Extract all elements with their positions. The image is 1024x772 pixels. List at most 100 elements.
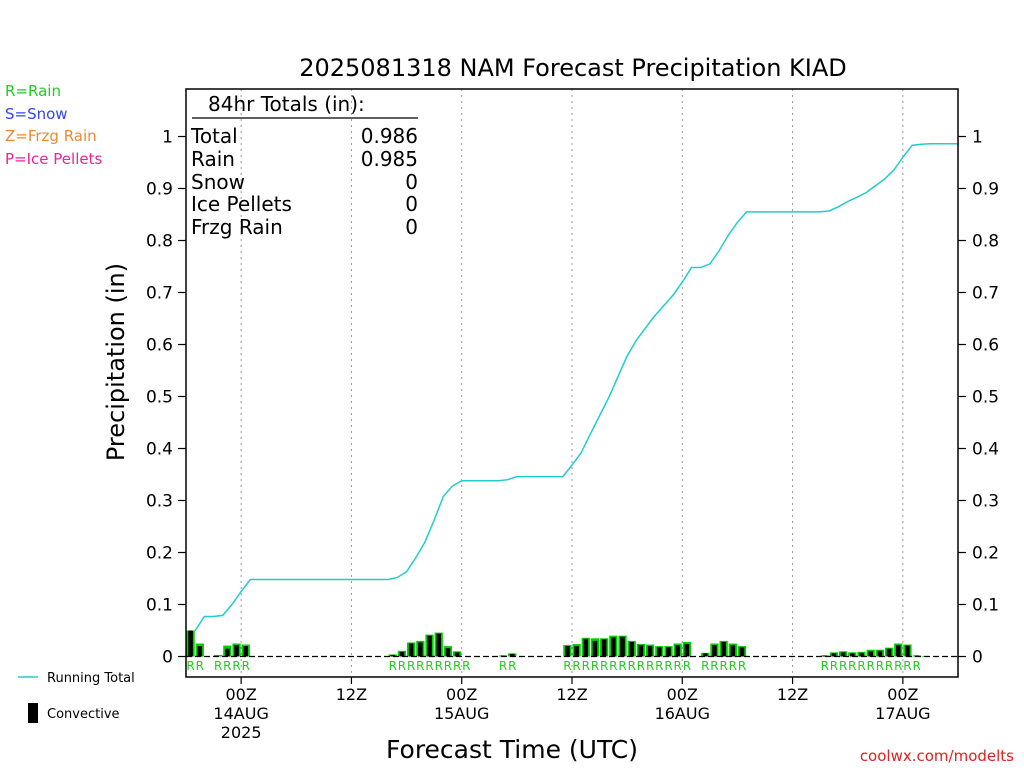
running-total-point <box>451 485 454 487</box>
totals-header: 84hr Totals (in): <box>208 92 365 116</box>
running-total-point <box>470 480 472 482</box>
running-total-point <box>736 221 739 223</box>
running-total-point <box>773 211 775 213</box>
running-total-point <box>405 571 408 573</box>
totals-label-frzg-rain: Frzg Rain <box>191 215 283 239</box>
ptype-letter: R <box>821 659 829 673</box>
convective-bar <box>574 646 579 657</box>
running-total-point <box>847 200 849 203</box>
running-total-point <box>553 475 555 478</box>
convective-legend-swatch <box>28 703 38 723</box>
ptype-letter: R <box>885 659 893 673</box>
x-tick-label: 12Z <box>556 685 587 704</box>
running-total-point <box>488 480 490 482</box>
y-tick-label-right: 0.6 <box>972 336 999 356</box>
running-total-point <box>608 396 610 399</box>
y-tick-label-left: 0.6 <box>146 336 173 356</box>
running-total-point <box>764 211 766 213</box>
running-total-point <box>709 263 711 265</box>
running-total-point <box>727 234 729 236</box>
running-total-point <box>369 578 371 581</box>
convective-bar <box>859 652 864 657</box>
running-total-point <box>461 480 463 482</box>
convective-bar <box>629 641 635 657</box>
running-total-point <box>295 578 297 581</box>
chart-title: 2025081318 NAM Forecast Precipitation KI… <box>299 54 847 82</box>
x-tick-label: 12Z <box>777 685 808 704</box>
running-total-point <box>663 304 665 307</box>
running-total-point <box>929 143 932 145</box>
ptype-letter: R <box>435 659 443 673</box>
running-total-point <box>350 578 353 581</box>
y-tick-label-right: 0.5 <box>972 388 999 408</box>
vertical-gridlines <box>240 89 904 677</box>
ptype-letter: R <box>582 659 590 673</box>
running-total-point <box>755 211 757 213</box>
running-total-point <box>810 211 812 213</box>
y-tick-label-right: 0.2 <box>972 544 999 564</box>
totals-value-snow: 0 <box>405 170 418 194</box>
ptype-letter: R <box>600 659 608 673</box>
running-total-point <box>507 479 509 481</box>
totals-label-rain: Rain <box>191 147 235 171</box>
y-tick-label-left: 0.3 <box>146 492 173 512</box>
y-tick-label-left: 0.4 <box>146 440 173 460</box>
running-total-point <box>571 464 573 466</box>
x-tick-label: 14AUG <box>213 704 268 723</box>
ptype-letter: R <box>839 659 847 673</box>
ptype-letter: R <box>912 659 920 673</box>
running-total-point <box>222 614 224 617</box>
hourly-precip-bar <box>214 654 223 657</box>
totals-value-ice-pellets: 0 <box>405 192 418 216</box>
convective-bar <box>647 646 653 657</box>
ptype-letter: R <box>894 659 902 673</box>
convective-bar <box>905 645 910 657</box>
ptype-legend-rain: R=Rain <box>5 82 61 100</box>
running-total-point <box>203 615 205 618</box>
running-total-point <box>856 196 858 198</box>
running-total-point <box>268 578 270 581</box>
running-total-point <box>212 615 215 618</box>
ptype-letter: R <box>738 659 746 673</box>
y-tick-label-left: 1 <box>162 128 173 148</box>
y-tick-label-left: 0.1 <box>146 596 173 616</box>
running-total-point <box>231 603 233 606</box>
y-tick-label-right: 0.7 <box>972 284 999 304</box>
x-tick-label: 00Z <box>446 685 477 704</box>
totals-value-total: 0.986 <box>361 124 418 148</box>
y-tick-label-right: 0.8 <box>972 232 999 252</box>
ptype-letter: R <box>655 659 663 673</box>
x-tick-label: 15AUG <box>434 704 489 723</box>
convective-bar <box>620 636 625 657</box>
convective-bar <box>225 648 230 657</box>
ptype-letter: R <box>710 659 718 673</box>
x-tick-label: 00Z <box>225 685 256 704</box>
running-total-point <box>378 578 380 581</box>
running-total-point <box>589 433 591 435</box>
running-total-point <box>617 376 619 378</box>
convective-bar <box>730 645 736 657</box>
ptype-letter: R <box>398 659 406 673</box>
convective-bar <box>702 653 708 657</box>
convective-bar <box>454 652 460 657</box>
convective-bar <box>408 643 414 657</box>
y-axis: 0 00.1 0.10.2 0.20.3 0.30.4 0.40.5 0.50.6 0.60.… <box>146 128 999 668</box>
convective-legend-label: Convective <box>47 707 120 722</box>
convective-bar <box>243 646 249 657</box>
convective-bar <box>197 646 203 657</box>
totals-label-snow: Snow <box>191 170 245 194</box>
ptype-letter: R <box>407 659 415 673</box>
running-total-point <box>672 294 674 296</box>
y-tick-label-left: 0.5 <box>146 388 173 408</box>
y-tick-label-right: 0.1 <box>972 596 999 616</box>
running-total-point <box>635 339 637 341</box>
running-total-point <box>626 355 628 357</box>
totals-label-ice-pellets: Ice Pellets <box>191 192 292 216</box>
totals-box: 84hr Totals (in): Total 0.986 Rain 0.985… <box>190 92 418 239</box>
y-tick-label-left: 0.9 <box>146 180 173 200</box>
ptype-letter: R <box>462 659 470 673</box>
convective-bar <box>445 648 451 657</box>
ptype-letter: R <box>453 659 461 673</box>
totals-value-frzg-rain: 0 <box>405 215 418 239</box>
